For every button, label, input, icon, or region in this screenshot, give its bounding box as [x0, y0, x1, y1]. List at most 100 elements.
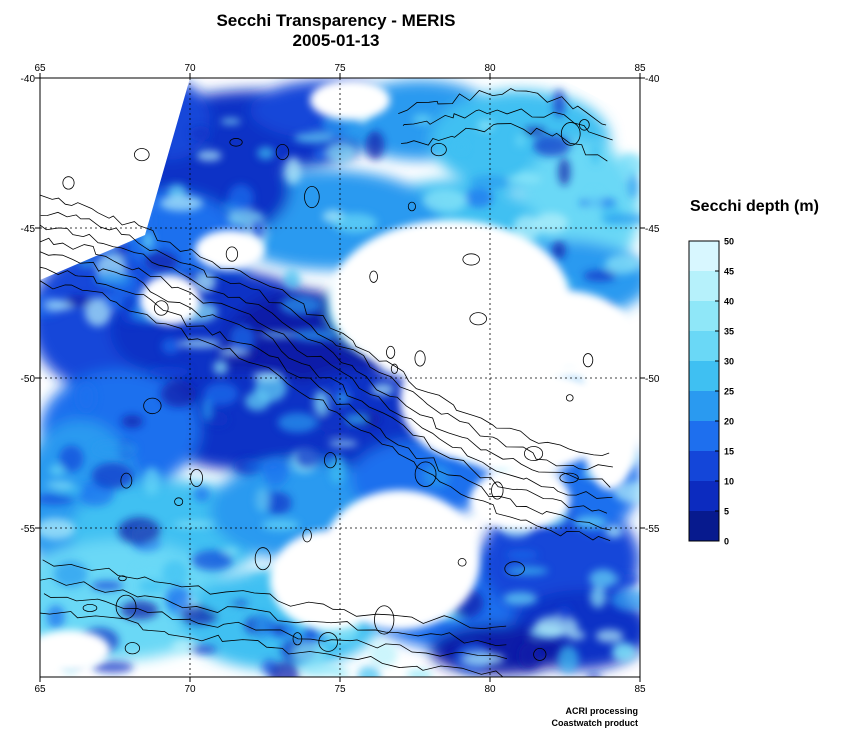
water-speckle [283, 268, 301, 290]
water-speckle [161, 560, 189, 587]
water-speckle [332, 213, 378, 234]
water-speckle [589, 569, 617, 588]
contour-ring [143, 397, 162, 415]
contour-ring [254, 547, 272, 571]
water-speckle [93, 442, 138, 455]
contour-ring [430, 143, 447, 157]
water-speckle [422, 188, 468, 212]
contour-line [42, 559, 507, 630]
lat-tick-right-55: -55 [645, 524, 660, 535]
water-speckle [208, 412, 229, 427]
secchi-depth-field [40, 78, 640, 677]
cloud-mask [140, 275, 200, 325]
water-speckle [92, 660, 134, 674]
contour-line [43, 593, 508, 660]
water-speckle [365, 130, 385, 160]
water-speckle [293, 132, 334, 143]
contour-ring [374, 605, 395, 635]
contour-ring [407, 201, 416, 212]
water-speckle [412, 114, 433, 125]
water-speckle [204, 594, 235, 614]
water-speckle [40, 494, 74, 505]
water-speckle [285, 156, 302, 185]
contour-ring [565, 394, 574, 402]
water-speckle [147, 366, 191, 377]
contour-ring [118, 575, 127, 582]
water-speckle [220, 118, 241, 125]
water-speckle [45, 481, 74, 488]
water-speckle [167, 184, 187, 200]
water-speckle [161, 338, 180, 355]
lat-tick-left-50: -50 [21, 374, 36, 385]
contour-ring [386, 345, 396, 359]
contour-ring [369, 270, 378, 283]
water-speckle [91, 580, 123, 591]
water-speckle [605, 524, 623, 538]
colorbar-band [689, 511, 719, 542]
water-speckle [173, 520, 216, 528]
contour-ring [560, 122, 581, 146]
water-speckle [142, 230, 155, 250]
contour-line [40, 251, 608, 514]
water-speckle [91, 462, 134, 490]
contour-line [40, 577, 507, 647]
colorbar-label: 50 [724, 237, 734, 247]
water-speckle [558, 158, 571, 186]
water-speckle [422, 463, 451, 489]
lon-tick-bottom-80: 80 [484, 684, 496, 695]
colorbar-band [689, 301, 719, 332]
contour-ring [462, 253, 480, 266]
water-speckle [318, 410, 353, 435]
water-speckle [616, 574, 640, 586]
water-speckle [138, 579, 166, 594]
water-speckle [583, 269, 617, 282]
water-speckle [302, 663, 345, 677]
water-speckle [557, 645, 579, 674]
contour-line [40, 611, 504, 677]
colorbar-band [689, 421, 719, 452]
water-speckle [462, 652, 505, 666]
water-speckle [518, 642, 539, 669]
contour-ring [190, 468, 203, 487]
water-speckle [194, 271, 216, 293]
water-speckle [587, 190, 603, 216]
water-speckle [65, 295, 92, 307]
credit-product: Coastwatch product [551, 718, 638, 728]
water-speckle [269, 661, 300, 677]
water-speckle [228, 184, 254, 212]
cloud-mask [490, 290, 630, 370]
lon-tick-top-85: 85 [634, 63, 646, 74]
water-speckle [313, 147, 328, 161]
water-speckle [49, 464, 66, 476]
contour-ring [292, 632, 303, 646]
lon-tick-bottom-70: 70 [184, 684, 196, 695]
water-speckle [558, 605, 572, 622]
colorbar-band [689, 391, 719, 422]
water-speckle [190, 644, 217, 654]
water-speckle [142, 467, 161, 495]
water-speckle [455, 141, 467, 153]
water-speckle [325, 141, 356, 164]
lat-tick-right-45: -45 [645, 224, 660, 235]
contour-ring [414, 461, 437, 487]
contour-ring [302, 528, 312, 543]
contour-ring [491, 481, 504, 500]
water-speckle [515, 133, 526, 148]
colorbar-band [689, 331, 719, 362]
contour-line [40, 280, 611, 542]
water-speckle [332, 390, 358, 397]
lat-tick-right-40: -40 [645, 74, 660, 85]
water-speckle [464, 187, 494, 208]
water-speckle [230, 600, 249, 607]
contour-ring [390, 363, 399, 374]
water-speckle [313, 390, 329, 416]
contour-ring [533, 647, 547, 661]
map-grid [40, 78, 640, 677]
lon-tick-top-75: 75 [334, 63, 346, 74]
colorbar-band [689, 361, 719, 392]
contour-ring [504, 561, 525, 577]
legend-colorbar [689, 241, 719, 542]
water-speckle [611, 642, 636, 661]
colorbar-band [689, 241, 719, 272]
water-speckle [255, 611, 269, 641]
